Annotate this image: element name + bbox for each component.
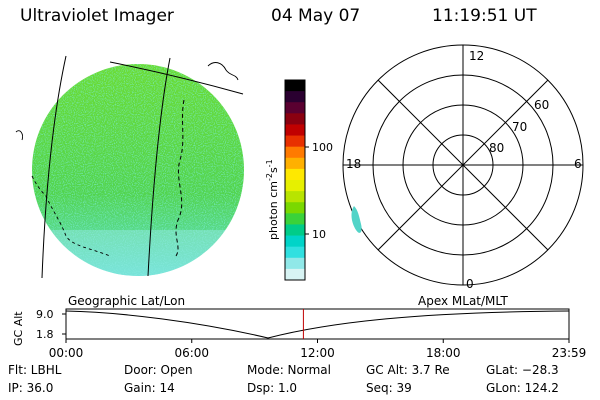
timeline-xticks: 00:00 06:00 12:00 18:00 23:59 bbox=[49, 339, 587, 360]
coastline bbox=[31, 175, 111, 257]
gc-alt-value: GC Alt: 3.7 Re bbox=[366, 363, 450, 377]
polar-diagonal bbox=[377, 79, 549, 251]
coastline bbox=[15, 130, 23, 141]
uv-earth-image bbox=[15, 55, 244, 279]
filter-value: Flt: LBHL bbox=[8, 363, 62, 377]
coastline bbox=[175, 99, 185, 257]
colorbar-swatch bbox=[285, 91, 305, 103]
timeline-right-label: Apex MLat/MLT bbox=[418, 294, 508, 308]
longitude-line bbox=[147, 57, 171, 277]
timeline-xtick-label: 06:00 bbox=[174, 346, 209, 360]
colorbar-swatch bbox=[285, 102, 305, 114]
dsp-value: Dsp: 1.0 bbox=[247, 381, 298, 395]
colorbar-swatch bbox=[285, 168, 305, 181]
polar-ring-label-70: 70 bbox=[512, 120, 527, 134]
timeline-ytick-label: 9.0 bbox=[36, 308, 54, 321]
instrument-title: Ultraviolet Imager bbox=[20, 6, 174, 26]
timeline-xtick-label: 12:00 bbox=[300, 346, 335, 360]
longitude-line bbox=[41, 55, 67, 279]
polar-emission-patch bbox=[351, 206, 362, 233]
gain-value: Gain: 14 bbox=[124, 381, 175, 395]
colorbar-swatch bbox=[285, 191, 305, 203]
timeline-xtick-label: 00:00 bbox=[49, 346, 84, 360]
timeline-left-label: Geographic Lat/Lon bbox=[68, 294, 185, 308]
coastline bbox=[207, 62, 239, 81]
observation-time: 11:19:51 UT bbox=[432, 6, 537, 26]
colorbar-tick-label: 10 bbox=[312, 228, 326, 241]
colorbar-swatch bbox=[285, 224, 305, 237]
colorbar-swatch bbox=[285, 146, 305, 159]
timeline-ytick-label: 1.8 bbox=[36, 328, 54, 341]
colorbar-swatch bbox=[285, 157, 305, 170]
polar-ring-label-80: 80 bbox=[489, 141, 504, 155]
colorbar-tick-label: 100 bbox=[312, 141, 333, 154]
polar-label-0: 0 bbox=[466, 277, 474, 291]
colorbar-swatch bbox=[285, 246, 305, 259]
timeline-xtick-label: 18:00 bbox=[426, 346, 461, 360]
colorbar-swatch bbox=[285, 124, 305, 137]
orbit-timeline: 9.0 1.8 GC Alt Geographic Lat/Lon Apex M… bbox=[12, 294, 586, 360]
door-value: Door: Open bbox=[124, 363, 193, 377]
timeline-ylabel: GC Alt bbox=[12, 311, 25, 346]
colorbar-frame bbox=[284, 79, 306, 281]
polar-ring-label-60: 60 bbox=[534, 98, 549, 112]
polar-label-6: 6 bbox=[574, 157, 582, 171]
timeline-xtick-label: 23:59 bbox=[552, 346, 587, 360]
colorbar-unit-label: photon cm-2s-1 bbox=[265, 159, 280, 240]
colorbar-swatch bbox=[285, 213, 305, 225]
colorbar-swatch bbox=[285, 180, 305, 192]
colorbar-swatch bbox=[285, 80, 305, 92]
polar-label-18: 18 bbox=[346, 157, 361, 171]
colorbar: 100 10 photon cm-2s-1 bbox=[265, 79, 333, 281]
colorbar-swatch bbox=[285, 202, 305, 214]
glon-value: GLon: 124.2 bbox=[486, 381, 559, 395]
polar-dial: 12 18 6 0 60 70 80 bbox=[342, 44, 584, 291]
ip-value: IP: 36.0 bbox=[8, 381, 54, 395]
colorbar-swatch bbox=[285, 113, 305, 125]
colorbar-swatches bbox=[285, 80, 305, 281]
altitude-curve bbox=[65, 310, 570, 339]
colorbar-swatch bbox=[285, 257, 305, 270]
seq-value: Seq: 39 bbox=[366, 381, 412, 395]
colorbar-swatch bbox=[285, 268, 305, 281]
colorbar-swatch bbox=[285, 235, 305, 248]
glat-value: GLat: −28.3 bbox=[486, 363, 559, 377]
mode-value: Mode: Normal bbox=[247, 363, 331, 377]
observation-date: 04 May 07 bbox=[271, 6, 361, 26]
timeline-frame bbox=[65, 308, 570, 340]
colorbar-swatch bbox=[285, 135, 305, 148]
polar-label-12: 12 bbox=[469, 49, 484, 63]
latitude-line bbox=[109, 61, 244, 95]
